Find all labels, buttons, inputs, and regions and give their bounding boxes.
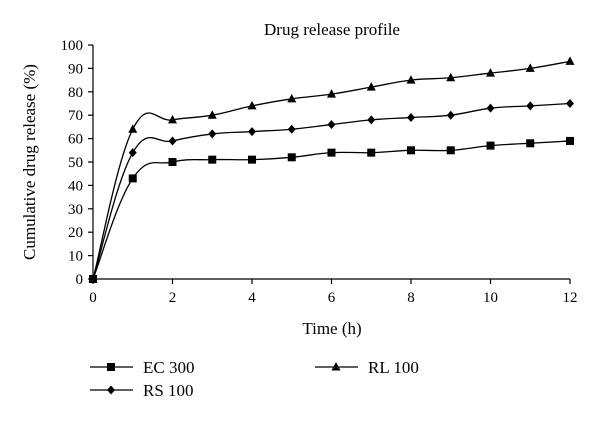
- legend-item-rl-100: RL 100: [315, 358, 419, 377]
- y-tick-label: 0: [76, 272, 84, 288]
- x-axis-label: Time (h): [302, 319, 361, 338]
- data-point-rs-100: [89, 274, 97, 284]
- data-point-rs-100: [327, 120, 336, 130]
- data-point-ec-300: [287, 153, 296, 162]
- y-tick-label: 40: [68, 178, 83, 194]
- series-rs-100: [89, 99, 574, 284]
- series-rl-100: [88, 56, 575, 283]
- data-point-rl-100: [565, 56, 575, 65]
- y-tick-label: 50: [68, 155, 83, 171]
- y-tick-label: 20: [68, 225, 83, 241]
- legend-item-rs-100: RS 100: [90, 381, 194, 400]
- legend-item-ec-300: EC 300: [90, 358, 194, 377]
- data-point-rs-100: [486, 103, 495, 113]
- data-point-rs-100: [526, 101, 535, 111]
- data-point-ec-300: [486, 141, 495, 150]
- x-tick-label: 6: [328, 290, 336, 306]
- data-point-rl-100: [327, 89, 336, 98]
- data-point-rs-100: [566, 99, 574, 108]
- y-axis-label: Cumulative drug release (%): [20, 64, 39, 260]
- data-point-ec-300: [526, 139, 535, 148]
- x-tick-label: 12: [563, 290, 578, 306]
- y-axis: 0 10 20 30 40 50 60 70 80 90 100: [61, 38, 94, 288]
- x-tick-label: 0: [89, 290, 97, 306]
- data-point-rs-100: [128, 148, 137, 158]
- data-point-rs-100: [248, 127, 256, 137]
- chart-title: Drug release profile: [264, 20, 400, 39]
- y-tick-label: 100: [61, 38, 84, 54]
- legend-label: RS 100: [143, 381, 194, 400]
- legend-marker-rs-100: [107, 385, 115, 395]
- legend: EC 300 RL 100 RS 100: [90, 358, 419, 400]
- x-tick-label: 8: [407, 290, 415, 306]
- x-tick-label: 4: [248, 290, 256, 306]
- y-tick-label: 90: [68, 61, 83, 77]
- data-point-rs-100: [367, 115, 376, 125]
- data-point-ec-300: [208, 155, 217, 164]
- data-point-rl-100: [406, 75, 416, 84]
- data-point-ec-300: [128, 174, 137, 183]
- data-point-rl-100: [207, 110, 217, 119]
- x-axis: 0 2 4 6 8 10 12: [89, 278, 578, 306]
- data-point-rs-100: [446, 110, 455, 120]
- y-tick-label: 30: [68, 202, 83, 218]
- data-point-rl-100: [366, 82, 376, 91]
- data-point-ec-300: [367, 148, 376, 157]
- data-point-rs-100: [407, 113, 415, 123]
- y-tick-label: 10: [68, 249, 83, 265]
- data-point-rl-100: [128, 124, 138, 133]
- data-point-ec-300: [248, 155, 256, 164]
- series-ec-300: [89, 136, 574, 283]
- y-tick-label: 80: [68, 85, 83, 101]
- data-point-rl-100: [168, 114, 177, 124]
- data-point-ec-300: [168, 158, 177, 166]
- y-tick-label: 70: [68, 108, 83, 124]
- y-tick-label: 60: [68, 132, 83, 148]
- x-tick-label: 2: [169, 290, 177, 306]
- data-point-rl-100: [525, 63, 535, 72]
- legend-marker-rl-100: [331, 362, 341, 371]
- plot-series: [88, 56, 575, 284]
- data-point-rl-100: [287, 93, 297, 103]
- data-point-rl-100: [247, 100, 257, 110]
- data-point-rs-100: [208, 129, 217, 139]
- legend-marker-ec-300: [107, 363, 115, 371]
- data-point-ec-300: [566, 136, 574, 145]
- legend-label: EC 300: [143, 358, 194, 377]
- data-point-rs-100: [168, 136, 177, 146]
- data-point-rs-100: [287, 124, 296, 134]
- data-point-rl-100: [486, 68, 495, 77]
- data-point-rl-100: [446, 72, 456, 82]
- series-line-ec-300: [92, 140, 571, 280]
- legend-label: RL 100: [368, 358, 419, 377]
- series-line-rs-100: [92, 102, 571, 280]
- data-point-ec-300: [446, 146, 455, 155]
- data-point-ec-300: [407, 146, 415, 155]
- x-tick-label: 10: [483, 290, 498, 306]
- data-point-ec-300: [327, 148, 336, 157]
